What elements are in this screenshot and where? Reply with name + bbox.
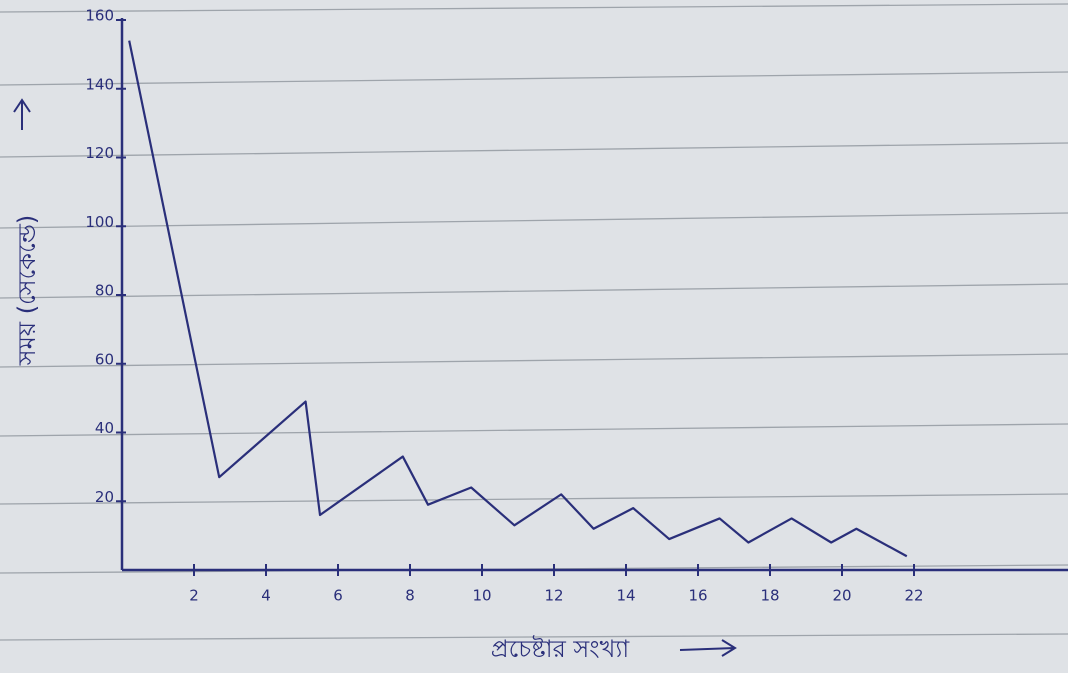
x-tick-label: 2 xyxy=(189,587,199,605)
page: প্রচেষ্টার সংখ্যা সময় (সেকেন্ডে) 20 40 60… xyxy=(0,0,1068,673)
x-tick-label: 18 xyxy=(760,587,779,605)
x-tick-label: 16 xyxy=(688,587,707,605)
y-tick-label: 60 xyxy=(95,350,114,368)
y-axis-label: সময় (সেকেন্ডে) xyxy=(13,215,41,367)
x-tick-label: 8 xyxy=(405,587,415,605)
y-tick-label: 120 xyxy=(85,144,114,162)
y-tick-label: 20 xyxy=(95,488,114,506)
x-tick-label: 6 xyxy=(333,587,343,605)
y-tick-label: 100 xyxy=(85,213,114,231)
x-tick-label: 22 xyxy=(904,587,923,605)
x-tick-label: 20 xyxy=(832,587,851,605)
x-tick-label: 4 xyxy=(261,587,271,605)
y-tick-label: 140 xyxy=(85,75,114,93)
x-tick-label: 12 xyxy=(544,587,563,605)
chart: প্রচেষ্টার সংখ্যা সময় (সেকেন্ডে) 20 40 60… xyxy=(0,0,1068,673)
x-tick-label: 10 xyxy=(472,587,491,605)
x-axis-label: প্রচেষ্টার সংখ্যা xyxy=(491,635,631,663)
x-tick-label: 14 xyxy=(616,587,635,605)
y-tick-label: 160 xyxy=(85,7,114,25)
y-tick-label: 40 xyxy=(95,419,114,437)
y-tick-label: 80 xyxy=(95,282,114,300)
